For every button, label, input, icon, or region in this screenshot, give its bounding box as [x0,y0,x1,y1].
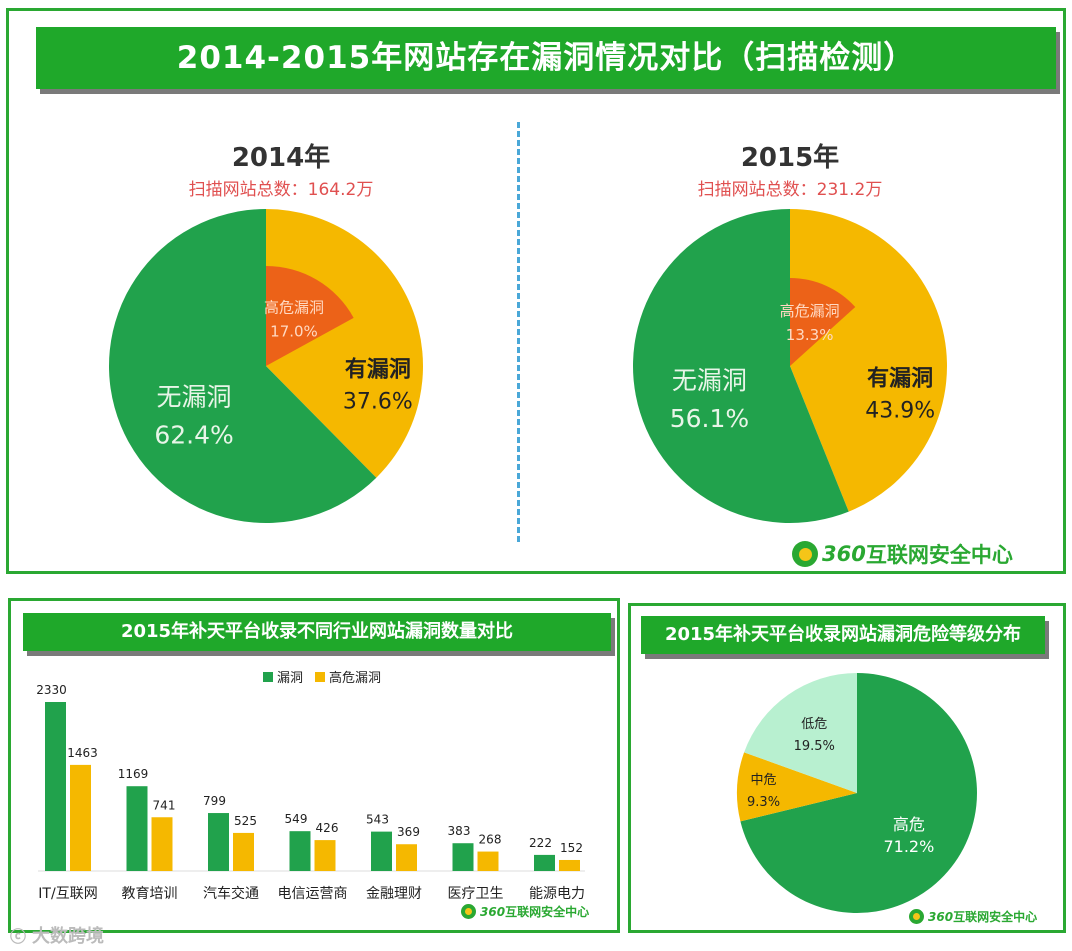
bar-value-label: 222 [529,836,552,850]
bar-vulnerabilities [534,854,555,871]
pie-slice-no-vulnerability [633,209,849,523]
legend-swatch [315,672,325,682]
risk-slice [740,673,977,913]
bar-value-label: 383 [448,824,471,838]
bar-high-risk [151,817,173,871]
category-label: 汽车交通 [203,885,259,902]
pie-2015-subtitle: 扫描网站总数：231.2万 [697,180,883,200]
category-label: 能源电力 [529,886,585,902]
bar-vulnerabilities [126,786,148,871]
bar-high-risk [477,851,499,871]
pie-2015-year: 2015年 [740,143,840,173]
watermark: ⓒ 大数跨境 [10,922,104,948]
bar-high-risk [314,840,336,871]
high-risk-label: 高危漏洞 [780,302,840,320]
high-risk-label: 高危漏洞 [264,299,324,317]
logo-360-risk: 360 互联网安全中心 [909,908,1037,925]
risk-slice-pct: 9.3% [747,795,780,810]
bar-value-label: 1463 [67,746,98,760]
bar-high-risk [396,844,417,871]
category-label: 教育培训 [122,886,178,902]
bar-value-label: 741 [153,798,176,812]
bar-value-label: 525 [234,814,257,828]
logo-text: 互联网安全中心 [865,543,1013,567]
logo-text: 互联网安全中心 [953,910,1038,924]
risk-slice-label: 低危 [801,717,827,732]
category-label: 电信运营商 [278,886,348,902]
high-risk-pct: 13.3% [786,326,834,344]
industry-bar-title: 2015年补天平台收录不同行业网站漏洞数量对比 [23,613,611,651]
bar-value-label: 549 [285,812,308,826]
risk-level-title: 2015年补天平台收录网站漏洞危险等级分布 [641,616,1045,654]
no-vulnerability-pct: 62.4% [154,421,233,450]
watermark-text: 大数跨境 [32,926,105,947]
legend-label: 漏洞 [277,670,303,686]
logo-360-bar: 360 互联网安全中心 [461,903,589,920]
bar-value-label: 799 [203,794,226,808]
logo-icon [909,909,924,924]
bar-value-label: 152 [560,841,583,855]
logo-number: 360 [480,904,506,919]
high-risk-pct: 17.0% [270,323,318,341]
category-label: 医疗卫生 [448,886,504,902]
no-vulnerability-label: 无漏洞 [157,383,232,412]
logo-text: 互联网安全中心 [505,905,590,919]
no-vulnerability-pct: 56.1% [670,404,749,433]
vulnerable-pct: 37.6% [343,389,413,414]
risk-slice-pct: 71.2% [883,837,934,856]
top-panel-title: 2014-2015年网站存在漏洞情况对比（扫描检测） [36,27,1056,89]
pie-slice-no-vulnerability [108,209,377,523]
pie-slice-vulnerable [790,209,947,512]
bar-vulnerabilities [289,831,311,871]
bar-vulnerabilities [371,831,392,871]
bar-value-label: 543 [366,813,389,827]
bar-high-risk [233,832,254,871]
bar-high-risk [559,859,580,871]
risk-slice [744,673,857,793]
bar-value-label: 369 [397,825,420,839]
bar-high-risk [70,764,91,871]
legend-swatch [263,672,273,682]
pie-2014-year: 2014年 [231,143,331,173]
logo-360-top: 360 互联网安全中心 [792,539,1013,569]
pie-divider [517,122,520,542]
watermark-icon: ⓒ [10,927,27,946]
risk-slice [737,752,857,822]
vulnerable-label: 有漏洞 [867,365,933,391]
category-label: IT/互联网 [38,886,97,902]
pie-2014-subtitle: 扫描网站总数：164.2万 [188,180,374,200]
bar-value-label: 1169 [118,767,149,781]
industry-bar-panel: 2015年补天平台收录不同行业网站漏洞数量对比 360 互联网安全中心 [8,598,620,933]
bar-value-label: 426 [316,821,339,835]
no-vulnerability-label: 无漏洞 [672,366,747,395]
pie-slice-high-risk [790,278,856,366]
vulnerable-label: 有漏洞 [345,356,411,382]
bar-value-label: 268 [479,833,502,847]
vulnerable-pct: 43.9% [865,398,935,423]
logo-number: 360 [928,909,954,924]
bar-vulnerabilities [45,702,66,871]
risk-slice-pct: 19.5% [794,739,835,754]
logo-icon [792,541,818,567]
pie-slice-high-risk [266,266,354,366]
logo-icon [461,904,476,919]
risk-slice-label: 高危 [893,815,925,834]
legend-label: 高危漏洞 [329,670,381,686]
logo-number: 360 [822,542,866,566]
bar-vulnerabilities [208,813,229,871]
risk-slice-label: 中危 [751,773,777,788]
category-label: 金融理财 [366,886,422,902]
bar-vulnerabilities [452,843,474,871]
bar-value-label: 2330 [36,683,67,697]
